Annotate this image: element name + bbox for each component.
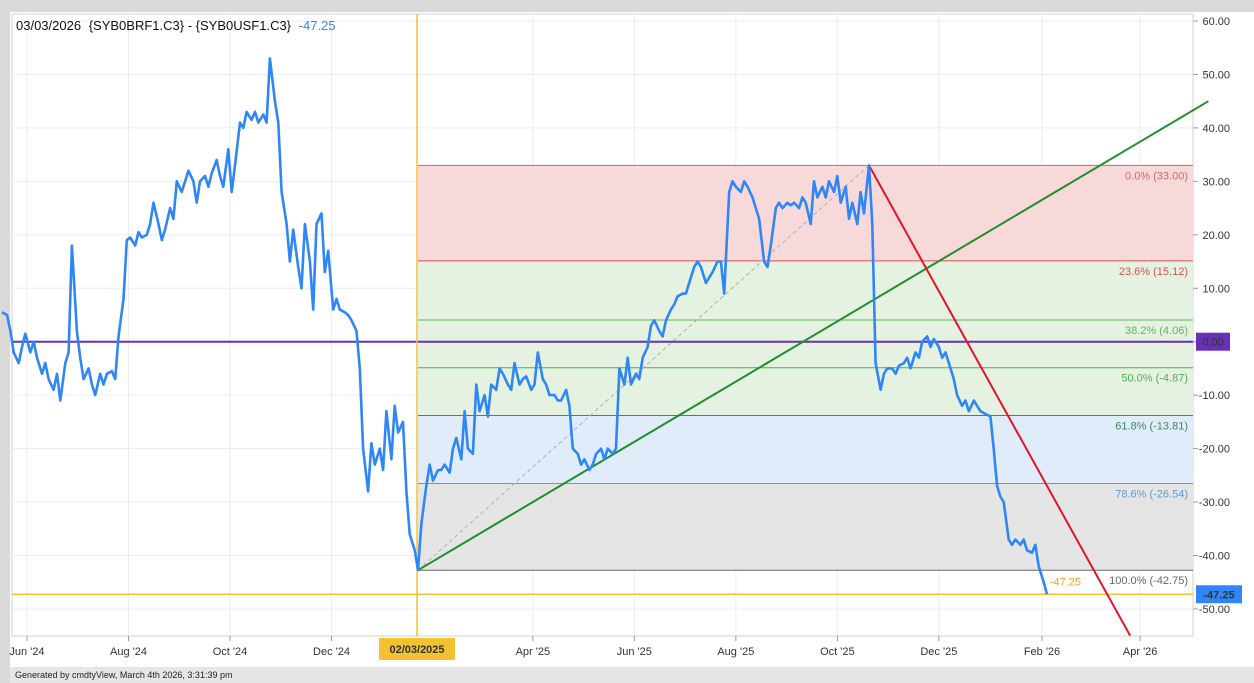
x-tick-label: Jun '24 xyxy=(9,646,44,658)
y-tick-label: -50.00 xyxy=(1199,604,1230,616)
y-tick-label: 60.00 xyxy=(1202,16,1230,28)
crosshair-date-badge-label: 02/03/2025 xyxy=(389,644,444,656)
x-tick-label: Dec '25 xyxy=(920,646,957,658)
fib-level-label: 0.0% (33.00) xyxy=(1125,170,1188,182)
fib-level-label: 100.0% (-42.75) xyxy=(1109,575,1188,587)
y-axis: 60.00 50.00 40.00 30.00 20.00 10.00 0.00 -10.00… xyxy=(1193,16,1242,616)
crosshair-date-badge xyxy=(379,638,456,660)
fib-level-label: 78.6% (-26.54) xyxy=(1115,489,1188,501)
zero-value-badge xyxy=(1196,332,1230,351)
y-tick-label: -20.00 xyxy=(1199,444,1230,456)
fib-zone xyxy=(418,483,1193,571)
x-tick-label: Feb '26 xyxy=(1024,646,1060,658)
fib-level-label: 61.8% (-13.81) xyxy=(1115,421,1188,433)
title-date: 03/03/2026 xyxy=(16,18,81,33)
x-tick-label: Apr '26 xyxy=(1123,646,1158,658)
crosshair-value-text: -47.25 xyxy=(1050,576,1081,588)
x-tick-label: Jun '25 xyxy=(617,646,652,658)
last-value-badge xyxy=(1196,585,1242,604)
y-tick-label: 50.00 xyxy=(1202,69,1230,81)
fibonacci-layer[interactable]: 0.0% (33.00) 23.6% (15.12) 38.2% (4.06) 50.… xyxy=(417,164,1193,587)
y-tick-label: -10.00 xyxy=(1199,390,1230,402)
y-tick-label: -30.00 xyxy=(1199,497,1230,509)
fib-level-label: 38.2% (4.06) xyxy=(1125,325,1188,337)
y-tick-label: 30.00 xyxy=(1202,176,1230,188)
fib-zone xyxy=(418,260,1193,320)
fib-level-label: 50.0% (-4.87) xyxy=(1121,373,1188,385)
chart-title: 03/03/2026 {SYB0BRF1.C3} - {SYB0USF1.C3}… xyxy=(16,18,336,33)
y-tick-label: 40.00 xyxy=(1202,123,1230,135)
footer-bar xyxy=(10,667,1254,683)
y-tick-label: 10.00 xyxy=(1202,283,1230,295)
fib-level-label: 23.6% (15.12) xyxy=(1119,266,1188,278)
uptrend-line[interactable] xyxy=(417,100,1209,572)
price-series-line xyxy=(1,57,1049,595)
zero-value-badge-label: 0.00 xyxy=(1202,337,1223,349)
series-layer xyxy=(1,57,1049,595)
title-symbols: {SYB0BRF1.C3} - {SYB0USF1.C3} xyxy=(89,18,292,33)
x-tick-label: Aug '24 xyxy=(110,646,147,658)
y-tick-label: 20.00 xyxy=(1202,230,1230,242)
last-value-badge-label: -47.25 xyxy=(1203,589,1234,601)
fib-diagonal-line[interactable] xyxy=(417,164,870,571)
x-tick-label: Aug '25 xyxy=(717,646,754,658)
fib-zone xyxy=(418,165,1193,261)
fib-zone xyxy=(418,319,1193,368)
x-tick-label: Oct '25 xyxy=(820,646,855,658)
x-tick-label: Apr '25 xyxy=(516,646,551,658)
fib-zone xyxy=(418,415,1193,484)
x-tick-label: Dec '24 xyxy=(313,646,350,658)
title-last-value: -47.25 xyxy=(299,18,336,33)
downtrend-line[interactable] xyxy=(868,164,1132,637)
overlay-lines-layer[interactable]: -47.25 xyxy=(12,14,1209,637)
x-tick-label: Oct '24 xyxy=(213,646,248,658)
footer-generated-text: Generated by cmdtyView, March 4th 2026, … xyxy=(15,670,232,680)
x-axis: Jun '24 Aug '24 Oct '24 Dec '24 Apr '25 Jun '… xyxy=(9,636,1157,660)
y-tick-label: -40.00 xyxy=(1199,551,1230,563)
